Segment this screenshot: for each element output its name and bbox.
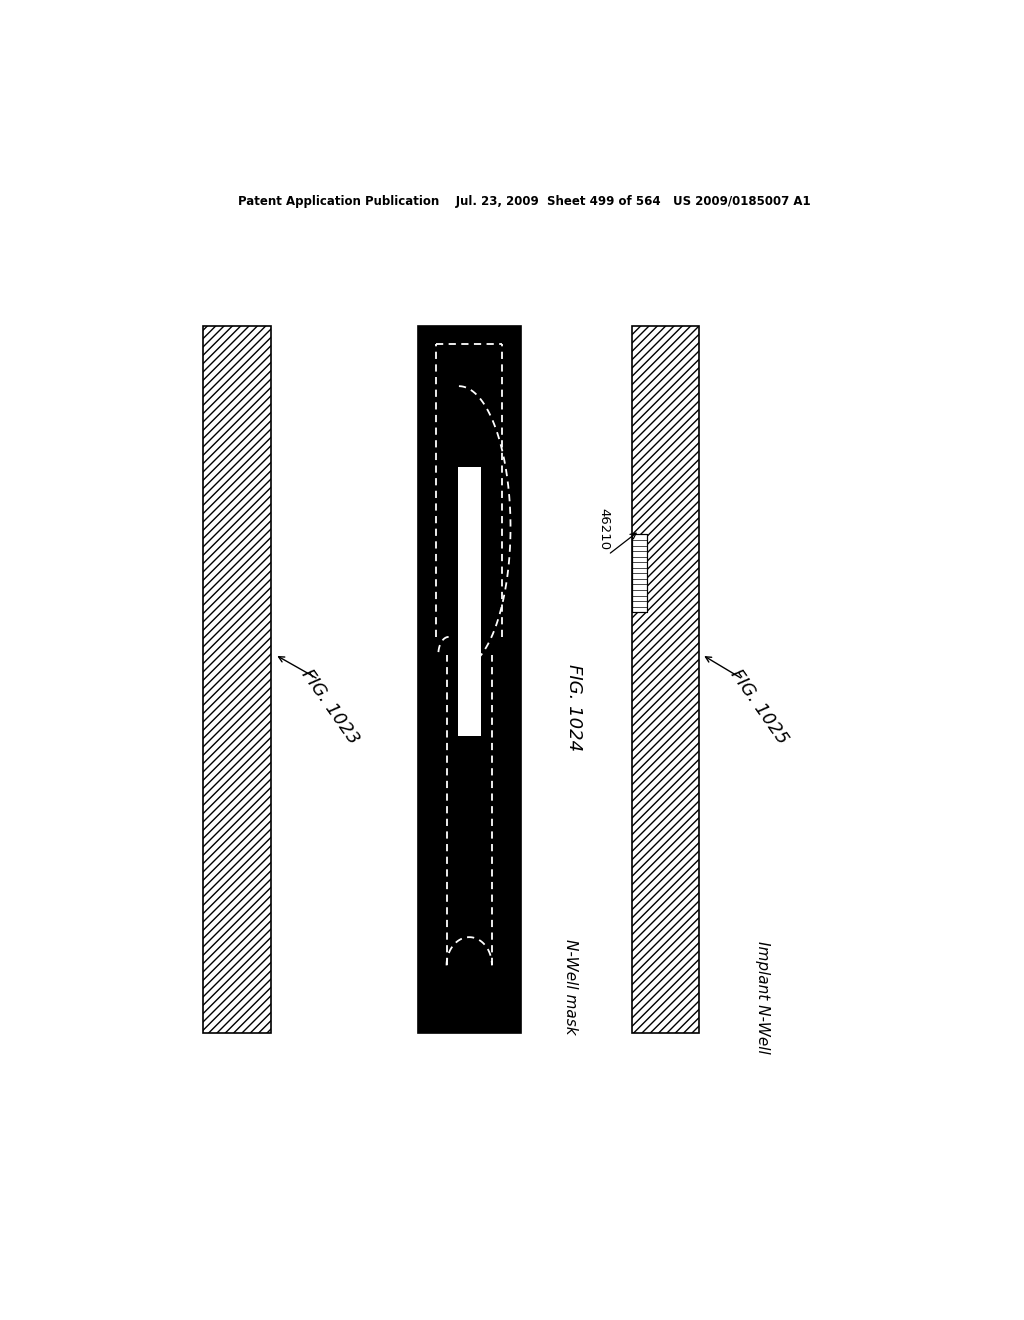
Bar xyxy=(632,535,647,612)
Text: Implant N-Well: Implant N-Well xyxy=(756,941,770,1053)
Text: Patent Application Publication    Jul. 23, 2009  Sheet 499 of 564   US 2009/0185: Patent Application Publication Jul. 23, … xyxy=(239,194,811,207)
Text: FIG. 1025: FIG. 1025 xyxy=(727,667,792,748)
Text: N-Well mask: N-Well mask xyxy=(562,939,578,1035)
Bar xyxy=(632,535,647,612)
Bar xyxy=(632,326,699,1032)
Text: 46210: 46210 xyxy=(598,508,610,550)
Bar xyxy=(418,326,521,1032)
Bar xyxy=(458,467,480,735)
Text: FIG. 1024: FIG. 1024 xyxy=(565,664,583,751)
Text: FIG. 1023: FIG. 1023 xyxy=(298,667,362,748)
Bar xyxy=(204,326,270,1032)
